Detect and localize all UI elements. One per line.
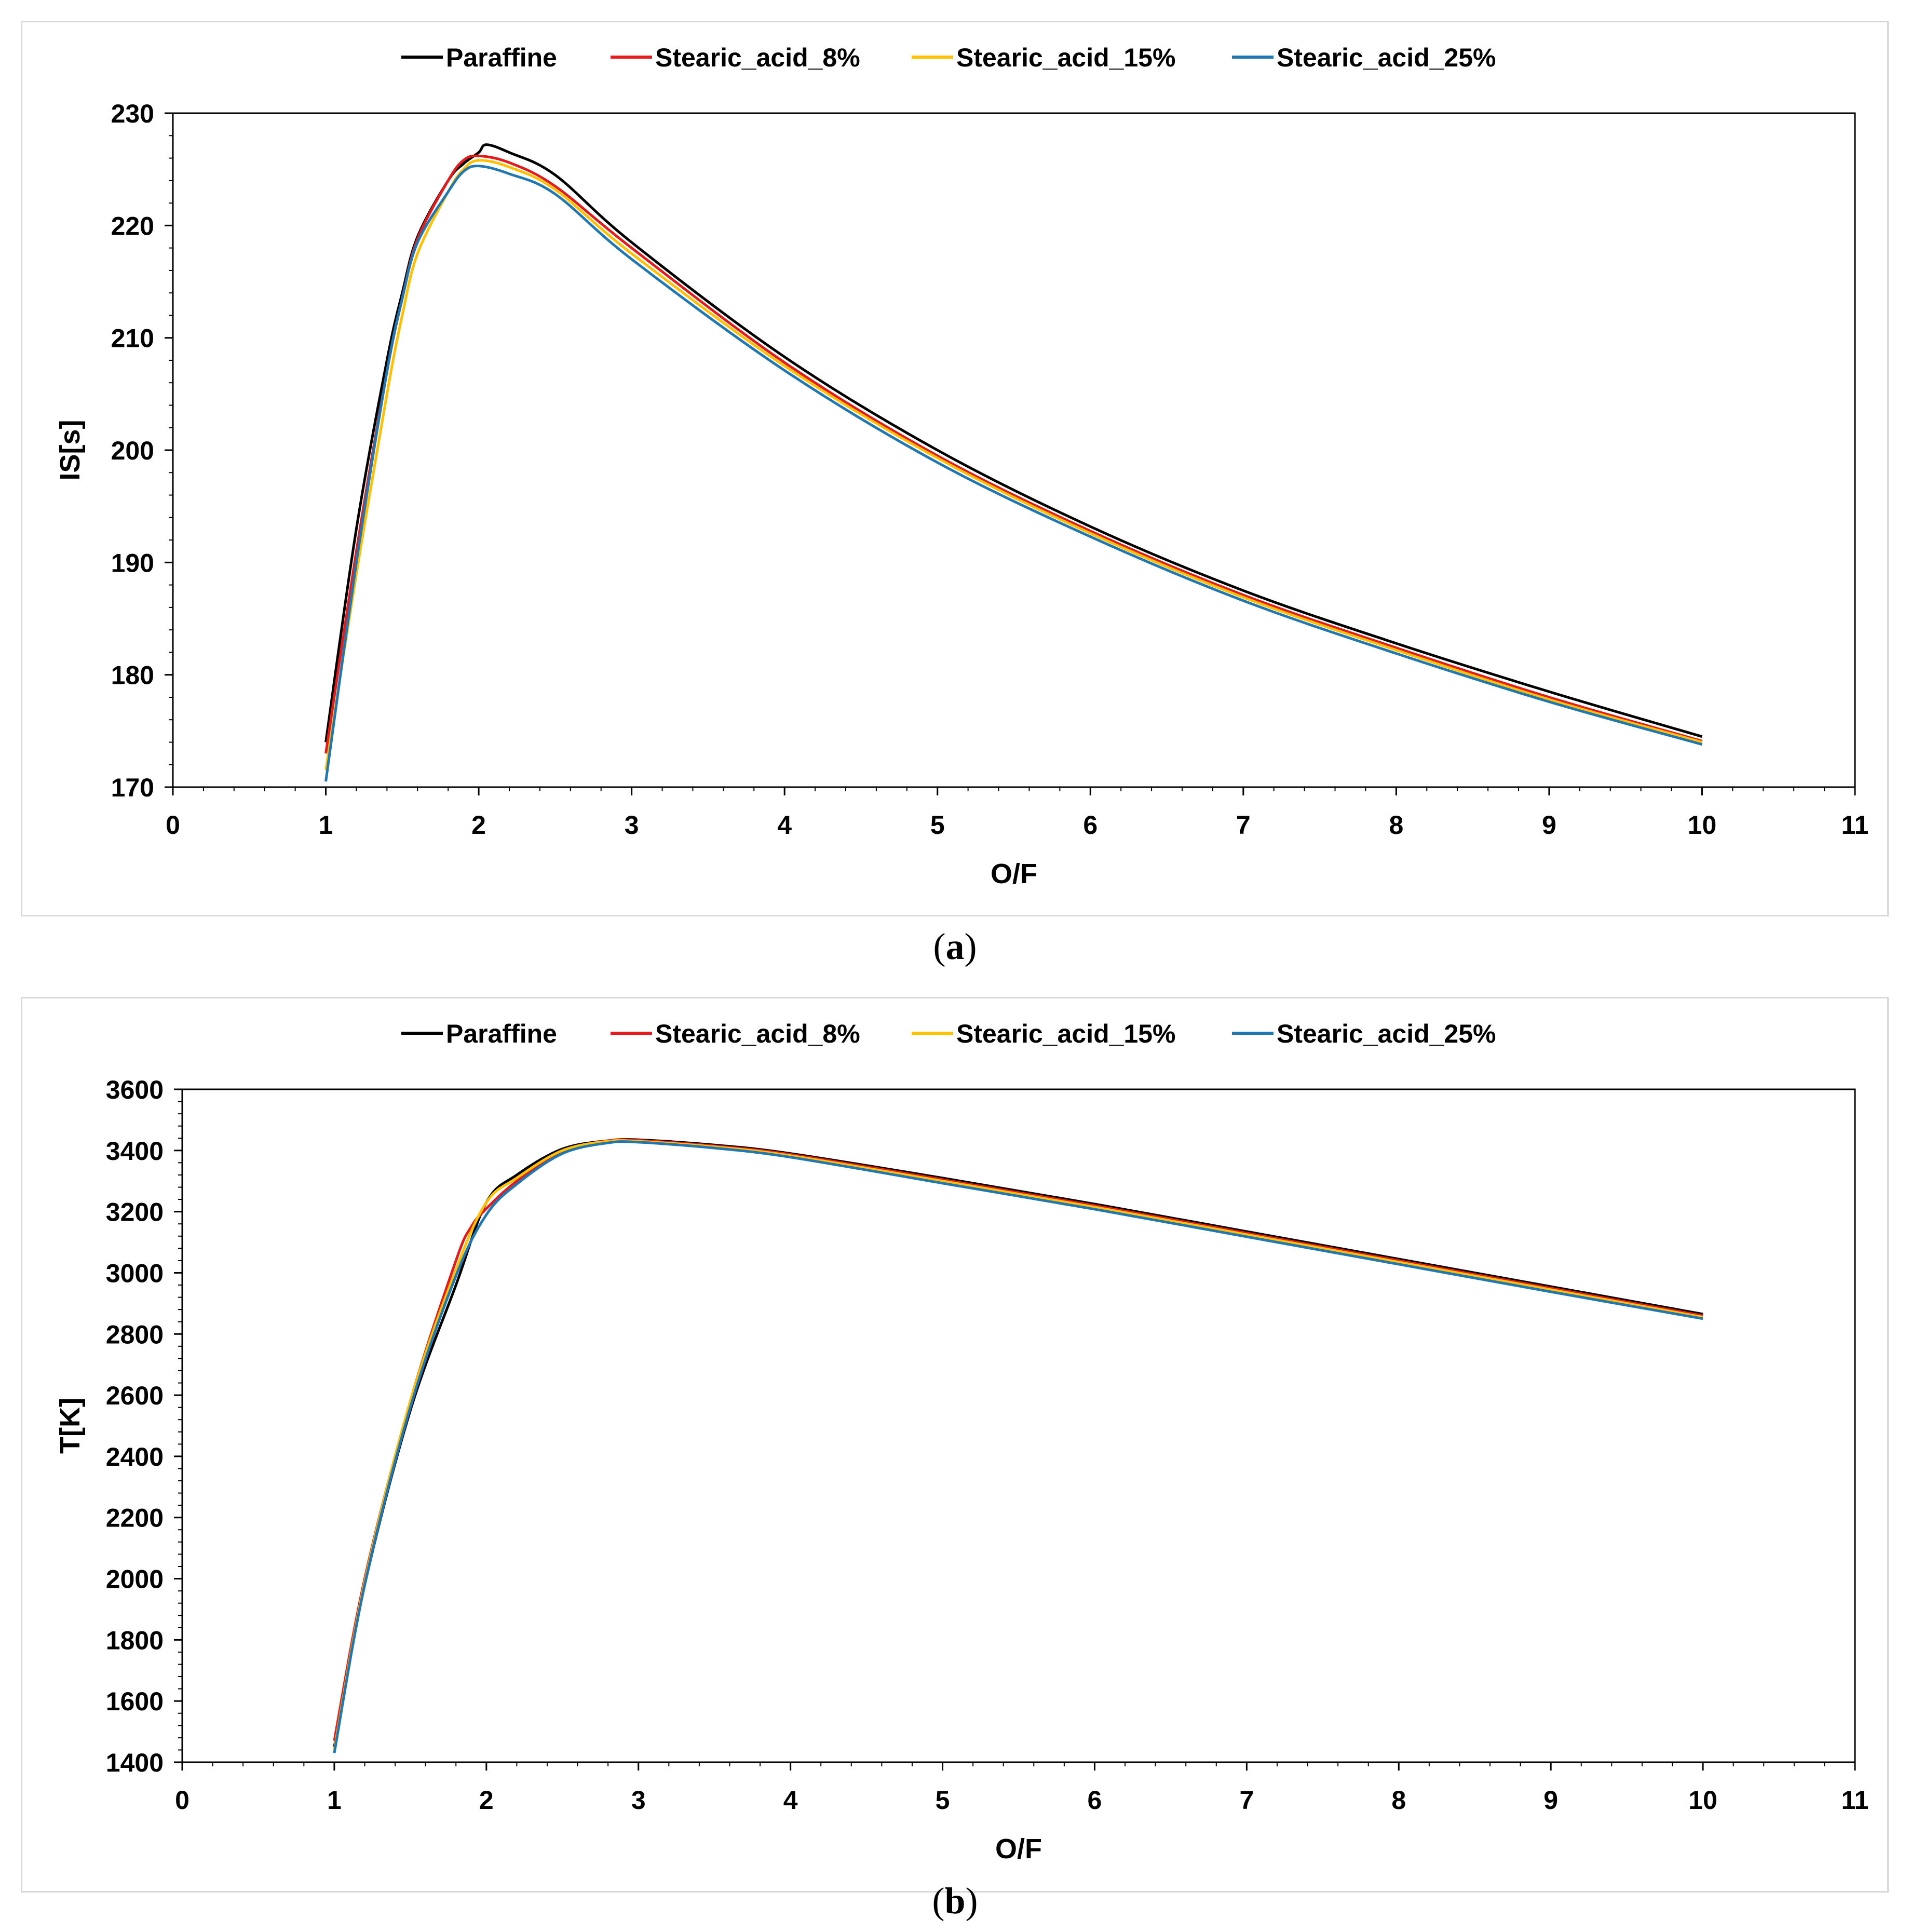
x-axis: 0 1 2 3 4 5 6 7 8 9 10 11 — [175, 1762, 1868, 1815]
legend-label: Stearic_acid_25% — [1277, 1019, 1496, 1048]
x-tick-label: 6 — [1083, 810, 1098, 840]
y-tick-label: 200 — [111, 436, 154, 465]
legend-item: Stearic_acid_15% — [912, 1019, 1176, 1048]
x-tick-label: 2 — [479, 1786, 494, 1815]
series-line-stearic_acid_25% — [324, 165, 1703, 782]
chart-panel-b: Paraffine Stearic_acid_8% Stearic_acid_15%… — [21, 997, 1889, 1893]
plot-area — [172, 112, 1856, 788]
x-tick-label: 7 — [1236, 810, 1251, 840]
x-tick-label: 3 — [625, 810, 639, 840]
y-tick-label: 1600 — [106, 1687, 164, 1716]
legend-item: Stearic_acid_25% — [1232, 1019, 1496, 1048]
series-line-stearic_acid_8% — [333, 1138, 1703, 1741]
x-tick-label: 10 — [1688, 1786, 1717, 1815]
y-tick-label: 2800 — [106, 1320, 164, 1349]
legend-label: Stearic_acid_25% — [1277, 43, 1496, 72]
legend-label: Stearic_acid_8% — [655, 43, 860, 72]
x-tick-label: 6 — [1088, 1786, 1102, 1815]
x-tick-label: 4 — [777, 810, 792, 840]
y-tick-label: 180 — [111, 661, 154, 690]
legend-label: Paraffine — [446, 1019, 557, 1048]
legend-item: Stearic_acid_8% — [611, 1019, 860, 1048]
series-line-stearic_acid_25% — [333, 1140, 1703, 1753]
chart-a-svg: Paraffine Stearic_acid_8% Stearic_acid_15%… — [55, 43, 1868, 889]
y-axis-label: T[K] — [55, 1398, 86, 1454]
x-tick-label: 8 — [1389, 810, 1403, 840]
chart-panel-a: Paraffine Stearic_acid_8% Stearic_acid_15%… — [21, 21, 1889, 916]
series-line-stearic_acid_15% — [333, 1139, 1703, 1750]
y-axis: 170 180 190 200 210 220 230 — [111, 99, 173, 802]
x-tick-label: 9 — [1543, 1786, 1558, 1815]
y-axis-label: IS[s] — [55, 420, 86, 480]
series-line-paraffine — [324, 143, 1703, 742]
x-tick-label: 7 — [1239, 1786, 1254, 1815]
series-group — [324, 143, 1703, 782]
y-tick-label: 2600 — [106, 1381, 164, 1410]
legend: Paraffine Stearic_acid_8% Stearic_acid_15%… — [401, 1019, 1496, 1048]
legend-item: Paraffine — [401, 1019, 557, 1048]
x-tick-label: 5 — [930, 810, 945, 840]
legend-label: Stearic_acid_15% — [956, 43, 1176, 72]
chart-b-svg: Paraffine Stearic_acid_8% Stearic_acid_15%… — [55, 1019, 1868, 1865]
x-tick-label: 0 — [175, 1786, 189, 1815]
legend-label: Paraffine — [446, 43, 557, 72]
x-axis-label: O/F — [995, 1833, 1042, 1865]
x-tick-label: 11 — [1841, 810, 1869, 840]
y-tick-label: 170 — [111, 773, 154, 802]
y-tick-label: 210 — [111, 324, 154, 353]
x-tick-label: 1 — [327, 1786, 342, 1815]
x-tick-label: 4 — [783, 1786, 798, 1815]
x-tick-label: 2 — [471, 810, 486, 840]
y-tick-label: 190 — [111, 548, 154, 577]
y-tick-label: 1800 — [106, 1626, 164, 1655]
series-line-stearic_acid_8% — [324, 154, 1703, 754]
legend-item: Stearic_acid_25% — [1232, 43, 1496, 72]
x-axis-label: O/F — [991, 858, 1037, 889]
plot-area — [181, 1088, 1856, 1763]
y-tick-label: 2200 — [106, 1504, 164, 1533]
legend-item: Stearic_acid_8% — [611, 43, 860, 72]
x-tick-label: 0 — [166, 810, 180, 840]
y-tick-label: 3200 — [106, 1198, 164, 1227]
caption-b: (b) — [932, 1880, 978, 1922]
x-tick-label: 10 — [1688, 810, 1717, 840]
x-tick-label: 1 — [319, 810, 333, 840]
legend-label: Stearic_acid_15% — [956, 1019, 1176, 1048]
y-tick-label: 2400 — [106, 1442, 164, 1471]
x-tick-label: 5 — [936, 1786, 950, 1815]
y-axis: 1400 1600 1800 2000 2200 2400 2600 2800 3000 3200… — [106, 1075, 182, 1777]
x-axis: 0 1 2 3 4 5 6 7 8 9 10 11 — [166, 787, 1868, 840]
caption-a: (a) — [933, 926, 977, 967]
series-group — [333, 1138, 1703, 1753]
legend-label: Stearic_acid_8% — [655, 1019, 860, 1048]
y-tick-label: 2000 — [106, 1565, 164, 1594]
x-tick-label: 9 — [1542, 810, 1556, 840]
y-tick-label: 3000 — [106, 1259, 164, 1288]
x-tick-label: 8 — [1391, 1786, 1406, 1815]
series-line-paraffine — [333, 1138, 1703, 1748]
legend-item: Stearic_acid_15% — [912, 43, 1176, 72]
y-tick-label: 220 — [111, 211, 154, 240]
legend-item: Paraffine — [401, 43, 557, 72]
series-line-stearic_acid_15% — [324, 159, 1703, 771]
y-tick-label: 1400 — [106, 1748, 164, 1777]
y-tick-label: 230 — [111, 99, 154, 128]
x-tick-label: 3 — [631, 1786, 646, 1815]
y-tick-label: 3600 — [106, 1075, 164, 1104]
legend: Paraffine Stearic_acid_8% Stearic_acid_15%… — [401, 43, 1496, 72]
x-tick-label: 11 — [1841, 1786, 1869, 1815]
y-tick-label: 3400 — [106, 1137, 164, 1166]
